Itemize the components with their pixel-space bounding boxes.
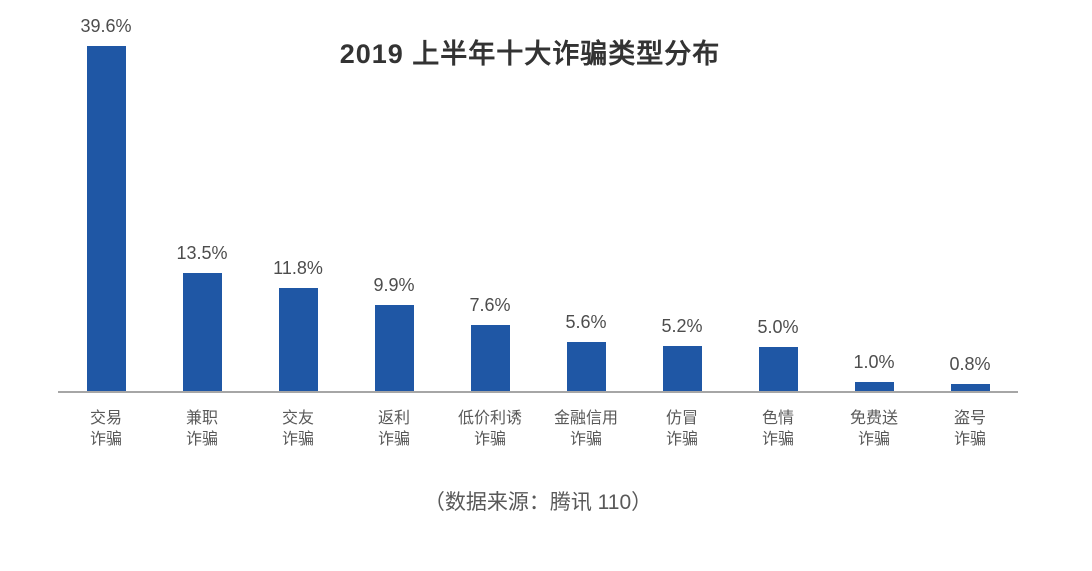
- category-label: 交易 诈骗: [89, 410, 122, 448]
- category-label: 返利 诈骗: [377, 410, 410, 448]
- bar: [278, 288, 318, 391]
- category-label: 交友 诈骗: [281, 410, 314, 448]
- bar: [470, 324, 510, 391]
- bar-slot: 0.8%: [922, 0, 1018, 391]
- bar-slot: 11.8%: [250, 0, 346, 391]
- bar-slot: 5.0%: [730, 0, 826, 391]
- category-label: 仿冒 诈骗: [665, 410, 698, 448]
- bar: [662, 345, 702, 391]
- bar-slot: 1.0%: [826, 0, 922, 391]
- bar-value-label: 11.8%: [273, 258, 323, 279]
- category-label: 金融信用 诈骗: [553, 410, 618, 448]
- chart-title: 2019 上半年十大诈骗类型分布: [339, 39, 721, 69]
- category-label: 兼职 诈骗: [185, 410, 218, 448]
- bar-value-label: 0.8%: [949, 354, 991, 374]
- bar-slot: 9.9%: [346, 0, 442, 391]
- bar-value-label: 5.6%: [565, 312, 607, 333]
- plot-area: 39.6% 13.5% 11.8% 9.9% 7.6% 5.6% 5.2% 5.0% 1.0% 0…: [58, 0, 1018, 393]
- data-source-note: （数据来源：腾讯 110）: [423, 491, 653, 514]
- bar-slot: 5.2%: [634, 0, 730, 391]
- bar: [182, 273, 222, 391]
- category-label: 色情 诈骗: [761, 410, 794, 448]
- bar-slot: 7.6%: [442, 0, 538, 391]
- bar-value-label: 5.2%: [661, 315, 703, 336]
- bar: [566, 342, 606, 391]
- bar-value-label: 39.6%: [80, 16, 132, 36]
- bar: [854, 382, 894, 391]
- bar-slot: 39.6%: [58, 0, 154, 391]
- bar-value-label: 9.9%: [373, 274, 415, 295]
- bar-value-label: 5.0%: [757, 317, 799, 338]
- category-axis: 交易 诈骗 兼职 诈骗 交友 诈骗 返利 诈骗 低价利诱 诈骗 金融信用 诈骗 仿冒 诈骗 色…: [58, 408, 1018, 450]
- category-label: 低价利诱 诈骗: [457, 410, 522, 448]
- bar: [86, 46, 126, 391]
- bar-slot: 13.5%: [154, 0, 250, 391]
- bar-value-label: 7.6%: [469, 294, 511, 315]
- bar: [758, 347, 798, 391]
- bar-value-label: 1.0%: [853, 352, 895, 373]
- category-label: 免费送 诈骗: [849, 410, 898, 448]
- bar: [950, 384, 990, 391]
- bar-value-label: 13.5%: [176, 243, 228, 264]
- category-label: 盗号 诈骗: [953, 410, 986, 448]
- bar: [374, 304, 414, 391]
- bar-slot: 5.6%: [538, 0, 634, 391]
